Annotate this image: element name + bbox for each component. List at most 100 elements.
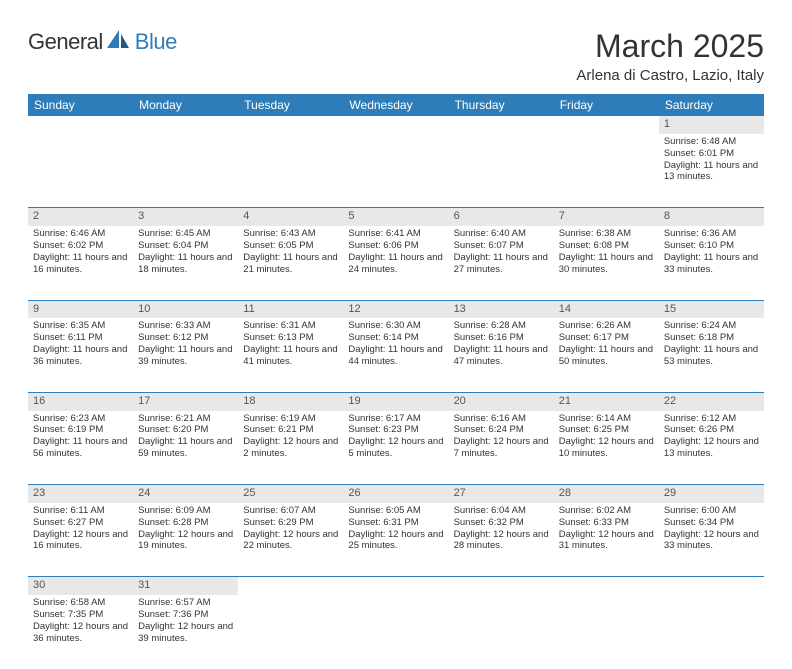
day-cell: Sunrise: 6:48 AMSunset: 6:01 PMDaylight:… (659, 134, 764, 208)
sunrise-line: Sunrise: 6:36 AM (664, 228, 759, 240)
day-cell (554, 134, 659, 208)
daynum-row: 23242526272829 (28, 485, 764, 503)
day-cell: Sunrise: 6:58 AMSunset: 7:35 PMDaylight:… (28, 595, 133, 669)
daynum-cell: 22 (659, 392, 764, 410)
sunrise-line: Sunrise: 6:48 AM (664, 136, 759, 148)
weekday-header: Tuesday (238, 94, 343, 116)
daylight-line: Daylight: 12 hours and 19 minutes. (138, 529, 233, 553)
daynum-cell (343, 116, 448, 134)
daynum-cell: 24 (133, 485, 238, 503)
page-header: General Blue March 2025 Arlena di Castro… (28, 28, 764, 84)
daylight-line: Daylight: 11 hours and 50 minutes. (559, 344, 654, 368)
sunrise-line: Sunrise: 6:16 AM (454, 413, 549, 425)
day-cell-body: Sunrise: 6:46 AMSunset: 6:02 PMDaylight:… (28, 226, 133, 280)
daylight-line: Daylight: 11 hours and 56 minutes. (33, 436, 128, 460)
sunrise-line: Sunrise: 6:11 AM (33, 505, 128, 517)
daynum-cell (343, 577, 448, 595)
day-cell-body: Sunrise: 6:26 AMSunset: 6:17 PMDaylight:… (554, 318, 659, 372)
daylight-line: Daylight: 12 hours and 16 minutes. (33, 529, 128, 553)
daynum-cell: 30 (28, 577, 133, 595)
sunset-line: Sunset: 6:14 PM (348, 332, 443, 344)
day-cell-body: Sunrise: 6:45 AMSunset: 6:04 PMDaylight:… (133, 226, 238, 280)
sunset-line: Sunset: 6:11 PM (33, 332, 128, 344)
daylight-line: Daylight: 11 hours and 30 minutes. (559, 252, 654, 276)
day-number: 23 (28, 485, 133, 503)
day-cell: Sunrise: 6:16 AMSunset: 6:24 PMDaylight:… (449, 411, 554, 485)
day-number: 28 (554, 485, 659, 503)
day-cell-body: Sunrise: 6:43 AMSunset: 6:05 PMDaylight:… (238, 226, 343, 280)
sunrise-line: Sunrise: 6:31 AM (243, 320, 338, 332)
sunrise-line: Sunrise: 6:09 AM (138, 505, 233, 517)
day-cell: Sunrise: 6:17 AMSunset: 6:23 PMDaylight:… (343, 411, 448, 485)
sunset-line: Sunset: 6:13 PM (243, 332, 338, 344)
daynum-cell (449, 116, 554, 134)
daynum-cell: 8 (659, 208, 764, 226)
day-cell-body: Sunrise: 6:40 AMSunset: 6:07 PMDaylight:… (449, 226, 554, 280)
daylight-line: Daylight: 12 hours and 2 minutes. (243, 436, 338, 460)
sunset-line: Sunset: 6:01 PM (664, 148, 759, 160)
daynum-cell (449, 577, 554, 595)
day-cell-body: Sunrise: 6:28 AMSunset: 6:16 PMDaylight:… (449, 318, 554, 372)
day-number: 12 (343, 301, 448, 319)
day-number: 10 (133, 301, 238, 319)
day-number: 2 (28, 208, 133, 226)
day-cell: Sunrise: 6:07 AMSunset: 6:29 PMDaylight:… (238, 503, 343, 577)
day-cell-body: Sunrise: 6:09 AMSunset: 6:28 PMDaylight:… (133, 503, 238, 557)
daynum-cell (554, 116, 659, 134)
day-cell-body: Sunrise: 6:16 AMSunset: 6:24 PMDaylight:… (449, 411, 554, 465)
day-cell-body: Sunrise: 6:36 AMSunset: 6:10 PMDaylight:… (659, 226, 764, 280)
day-number: 19 (343, 393, 448, 411)
day-cell (343, 595, 448, 669)
daynum-row: 9101112131415 (28, 300, 764, 318)
weekday-header: Monday (133, 94, 238, 116)
daynum-cell: 15 (659, 300, 764, 318)
daynum-cell: 20 (449, 392, 554, 410)
sunset-line: Sunset: 6:17 PM (559, 332, 654, 344)
daylight-line: Daylight: 11 hours and 13 minutes. (664, 160, 759, 184)
info-row: Sunrise: 6:11 AMSunset: 6:27 PMDaylight:… (28, 503, 764, 577)
daynum-cell: 16 (28, 392, 133, 410)
day-cell: Sunrise: 6:21 AMSunset: 6:20 PMDaylight:… (133, 411, 238, 485)
daylight-line: Daylight: 11 hours and 59 minutes. (138, 436, 233, 460)
daynum-row: 2345678 (28, 208, 764, 226)
day-cell: Sunrise: 6:11 AMSunset: 6:27 PMDaylight:… (28, 503, 133, 577)
day-number: 27 (449, 485, 554, 503)
day-cell-body: Sunrise: 6:12 AMSunset: 6:26 PMDaylight:… (659, 411, 764, 465)
daylight-line: Daylight: 11 hours and 39 minutes. (138, 344, 233, 368)
day-cell: Sunrise: 6:30 AMSunset: 6:14 PMDaylight:… (343, 318, 448, 392)
daylight-line: Daylight: 12 hours and 7 minutes. (454, 436, 549, 460)
day-cell-body: Sunrise: 6:21 AMSunset: 6:20 PMDaylight:… (133, 411, 238, 465)
daynum-cell: 17 (133, 392, 238, 410)
daynum-cell (28, 116, 133, 134)
day-cell: Sunrise: 6:19 AMSunset: 6:21 PMDaylight:… (238, 411, 343, 485)
sunrise-line: Sunrise: 6:41 AM (348, 228, 443, 240)
daynum-cell: 12 (343, 300, 448, 318)
day-number: 18 (238, 393, 343, 411)
daylight-line: Daylight: 11 hours and 18 minutes. (138, 252, 233, 276)
sunset-line: Sunset: 6:16 PM (454, 332, 549, 344)
day-cell: Sunrise: 6:02 AMSunset: 6:33 PMDaylight:… (554, 503, 659, 577)
day-cell: Sunrise: 6:14 AMSunset: 6:25 PMDaylight:… (554, 411, 659, 485)
daynum-cell: 25 (238, 485, 343, 503)
day-cell-body: Sunrise: 6:24 AMSunset: 6:18 PMDaylight:… (659, 318, 764, 372)
daynum-cell: 27 (449, 485, 554, 503)
day-number: 13 (449, 301, 554, 319)
day-number: 8 (659, 208, 764, 226)
day-cell: Sunrise: 6:12 AMSunset: 6:26 PMDaylight:… (659, 411, 764, 485)
sunrise-line: Sunrise: 6:23 AM (33, 413, 128, 425)
day-cell (554, 595, 659, 669)
day-cell: Sunrise: 6:36 AMSunset: 6:10 PMDaylight:… (659, 226, 764, 300)
day-cell-body: Sunrise: 6:41 AMSunset: 6:06 PMDaylight:… (343, 226, 448, 280)
info-row: Sunrise: 6:58 AMSunset: 7:35 PMDaylight:… (28, 595, 764, 669)
day-cell-body: Sunrise: 6:57 AMSunset: 7:36 PMDaylight:… (133, 595, 238, 649)
day-cell: Sunrise: 6:24 AMSunset: 6:18 PMDaylight:… (659, 318, 764, 392)
day-cell: Sunrise: 6:09 AMSunset: 6:28 PMDaylight:… (133, 503, 238, 577)
sunset-line: Sunset: 6:27 PM (33, 517, 128, 529)
logo-text-blue: Blue (135, 29, 177, 55)
sunrise-line: Sunrise: 6:21 AM (138, 413, 233, 425)
sunset-line: Sunset: 6:26 PM (664, 424, 759, 436)
daylight-line: Daylight: 12 hours and 39 minutes. (138, 621, 233, 645)
sunrise-line: Sunrise: 6:46 AM (33, 228, 128, 240)
daynum-cell (659, 577, 764, 595)
day-cell (133, 134, 238, 208)
